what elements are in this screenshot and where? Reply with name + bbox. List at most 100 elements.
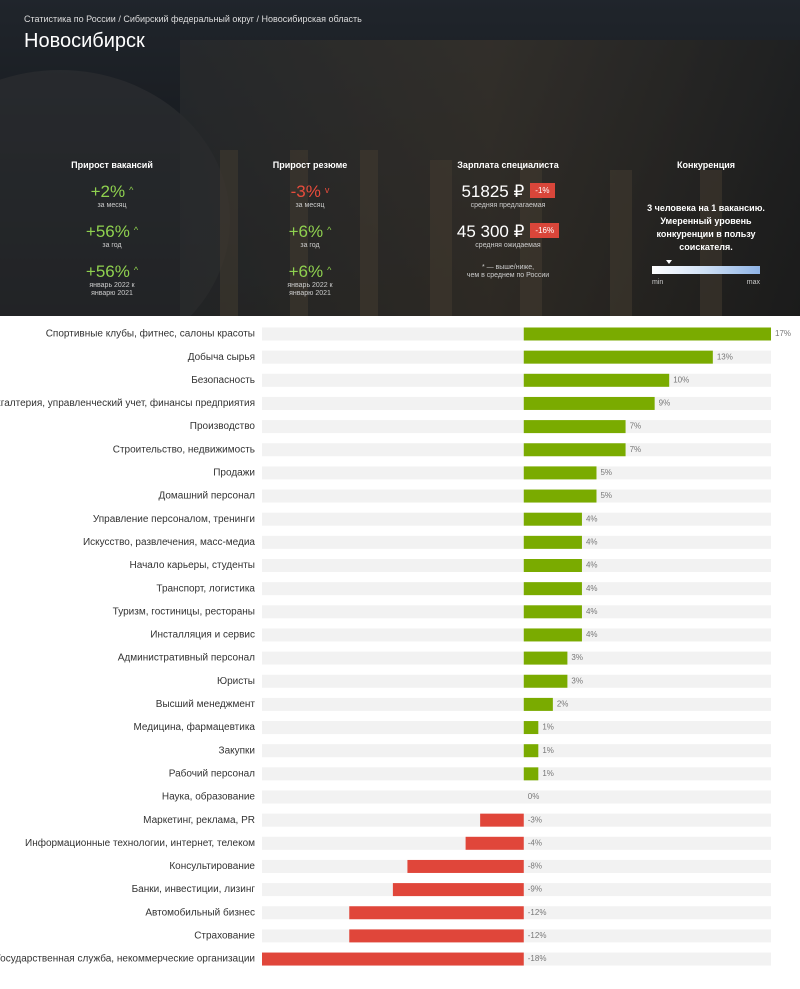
bar-track: [262, 721, 771, 735]
salary-caption: средняя ожидаемая: [475, 242, 541, 249]
bar-track: [262, 512, 771, 526]
page-title: Новосибирск: [24, 30, 145, 52]
bar-track: [262, 582, 771, 596]
value-label: -12%: [528, 908, 547, 917]
value-label: 1%: [542, 769, 554, 778]
value-label: 1%: [542, 746, 554, 755]
value-label: -12%: [528, 931, 547, 940]
value-label: 3%: [571, 653, 583, 662]
bar-track: [262, 373, 771, 387]
bar: [523, 535, 582, 549]
category-label: Искусство, развлечения, масс-медиа: [83, 537, 255, 548]
category-label: Бухгалтерия, управленческий учет, финанс…: [0, 397, 255, 409]
value-label: -4%: [528, 838, 542, 847]
value-label: 4%: [586, 514, 598, 523]
bar: [349, 929, 524, 943]
bar-track: [262, 443, 771, 457]
salary-note: чем в среднем по России: [466, 272, 550, 279]
category-label: Безопасность: [191, 375, 255, 386]
bar: [523, 396, 655, 410]
value-label: 4%: [586, 584, 598, 593]
bar: [523, 443, 626, 457]
value-label: 0%: [528, 792, 540, 801]
block-heading: Зарплата специалиста: [457, 160, 559, 170]
bar-track: [262, 674, 771, 688]
block-heading: Конкуренция: [676, 160, 736, 170]
category-label: Рабочий персонал: [169, 767, 255, 779]
value-label: -3%: [528, 815, 542, 824]
bar-track: [262, 744, 771, 758]
bar-track: [262, 535, 771, 549]
bar-track: [262, 396, 771, 410]
bar: [523, 512, 582, 526]
category-label: Автомобильный бизнес: [145, 906, 255, 918]
category-label: Спортивные клубы, фитнес, салоны красоты: [46, 328, 255, 340]
bar: [523, 605, 582, 619]
category-label: Консультирование: [169, 861, 255, 872]
bar: [523, 327, 771, 341]
value-label: 4%: [586, 561, 598, 570]
bar: [523, 744, 539, 758]
category-label: Добыча сырья: [188, 351, 255, 363]
bar: [523, 350, 713, 364]
hero-header: Статистика по России / Сибирский федерал…: [0, 0, 800, 316]
bar-track: [262, 697, 771, 711]
value-label: 4%: [586, 630, 598, 639]
salary-value: 45 300 ₽: [456, 222, 525, 241]
value-label: 10%: [673, 375, 689, 384]
scale-min: min: [652, 279, 664, 286]
bar: [523, 721, 539, 735]
category-label: Наука, образование: [162, 791, 256, 803]
value-label: 5%: [600, 491, 612, 500]
category-label: Страхование: [194, 931, 255, 942]
bar: [523, 651, 568, 665]
bar-track: [262, 559, 771, 572]
stat-caption: за год: [102, 242, 122, 249]
bar: [262, 952, 524, 966]
value-label: 17%: [775, 329, 791, 338]
category-label: Банки, инвестиции, лизинг: [132, 884, 256, 895]
category-label: Инсталляция и сервис: [150, 630, 255, 641]
category-label: Медицина, фармацевтика: [133, 721, 255, 733]
bar: [523, 466, 597, 480]
bar-track: [262, 767, 771, 781]
category-label: Производство: [190, 421, 256, 432]
stat-caption: январь 2022 к январю 2021: [287, 282, 333, 297]
stat-value: +56% ^: [85, 222, 139, 241]
category-label: Управление персоналом, тренинги: [93, 514, 255, 525]
bar: [407, 859, 524, 873]
competition-scale: [652, 260, 760, 274]
category-label: Административный персонал: [118, 653, 255, 664]
bar: [523, 767, 539, 781]
breadcrumb[interactable]: Статистика по России / Сибирский федерал…: [24, 14, 362, 24]
category-label: Строительство, недвижимость: [113, 444, 255, 455]
category-label: Туризм, гостиницы, рестораны: [113, 606, 255, 617]
salary-note: * — выше/ниже,: [481, 264, 535, 271]
bar: [465, 836, 524, 850]
stat-value: +56% ^: [85, 262, 139, 281]
category-label: Продажи: [213, 468, 255, 479]
value-label: 7%: [630, 445, 642, 454]
value-label: 3%: [571, 676, 583, 685]
value-label: 9%: [659, 399, 671, 408]
bar: [523, 674, 568, 688]
bar-track: [262, 790, 771, 804]
bar: [523, 697, 553, 711]
bar-track: [262, 489, 771, 503]
stat-caption: за месяц: [295, 202, 325, 209]
chart: Спортивные клубы, фитнес, салоны красоты…: [0, 327, 791, 966]
category-label: Начало карьеры, студенты: [130, 560, 255, 571]
bar-track: [262, 628, 771, 642]
block-heading: Прирост вакансий: [71, 160, 153, 170]
competition-block: Конкуренция 3 человека на 1 вакансию. Ум…: [626, 160, 786, 286]
bar-track: [262, 605, 771, 619]
salary-block: Зарплата специалиста 51825 ₽ -1% средняя п…: [428, 160, 588, 280]
value-label: 1%: [542, 723, 554, 732]
bar: [392, 883, 524, 897]
category-label: Высший менеджмент: [156, 699, 256, 710]
value-label: 5%: [600, 468, 612, 477]
value-label: -9%: [528, 885, 542, 894]
bar: [523, 373, 670, 387]
value-label: 4%: [586, 537, 598, 546]
category-label: Транспорт, логистика: [156, 583, 255, 594]
